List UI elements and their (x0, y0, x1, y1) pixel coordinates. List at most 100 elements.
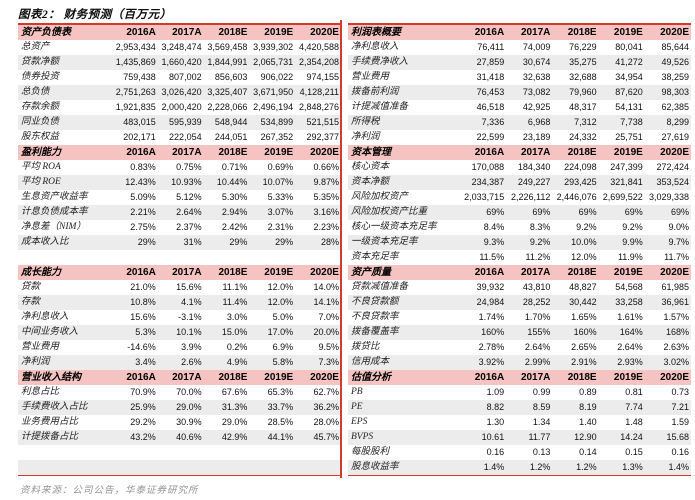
cell-value: 10.0% (571, 237, 597, 247)
cell-value: 807,002 (169, 72, 202, 82)
table-row: 不良贷款额 24,984 28,252 30,442 33,258 36,961 (348, 295, 691, 310)
cell-value: 2,228,066 (207, 102, 248, 112)
cell-value: 73,082 (522, 87, 551, 97)
row-label: 营业费用 (351, 72, 390, 82)
cell-value: 70.0% (176, 387, 202, 397)
row-label: 平均 ROA (21, 162, 61, 172)
cell-value: 5.35% (313, 192, 339, 202)
cell-value: 0.69% (267, 162, 294, 172)
cell-value: 29% (137, 237, 156, 247)
cell-value: 9.0% (668, 222, 690, 232)
year-header: 2019E (613, 27, 643, 38)
section-header-row: 资产负债表 2016A 2017A 2018E 2019E 2020E (18, 25, 341, 40)
row-label: 资本净额 (351, 177, 390, 187)
cell-value: 67.6% (221, 387, 248, 397)
cell-value: 4,128,211 (299, 87, 339, 97)
cell-value: 2.64% (617, 342, 643, 352)
cell-value: 69% (671, 207, 690, 217)
cell-value: 28,252 (522, 297, 551, 307)
cell-value: 293,425 (564, 177, 597, 187)
cell-value: 2,354,208 (298, 57, 339, 67)
cell-value: 267,352 (260, 132, 294, 142)
table-row: 手续费净收入 27,859 30,674 35,275 41,272 49,526 (348, 55, 691, 70)
table-row: PE 8.82 8.59 8.19 7.74 7.21 (348, 400, 691, 415)
cell-value: 36,961 (661, 297, 690, 307)
cell-value: 12.43% (125, 177, 156, 187)
cell-value: 2.37% (176, 222, 202, 232)
table-row: 股东权益 202,171 222,054 244,051 267,352 292,377 (18, 130, 341, 145)
cell-value: 29.0% (176, 402, 202, 412)
cell-value: 2.42% (221, 222, 248, 232)
cell-value: 292,377 (306, 132, 339, 142)
year-header: 2017A (172, 27, 202, 38)
cell-value: 98,303 (661, 87, 690, 97)
cell-value: 5.09% (130, 192, 156, 202)
cell-value: 521,515 (306, 117, 339, 127)
row-label: 所得税 (351, 117, 380, 127)
row-label: EPS (351, 417, 368, 427)
cell-value: 3.4% (135, 357, 156, 367)
row-label: 拨备前利润 (351, 87, 399, 97)
cell-value: 3.07% (267, 207, 294, 217)
row-label: 贷款 (21, 282, 41, 292)
table-row: 每股股利 0.16 0.13 0.14 0.15 0.16 (348, 445, 691, 460)
cell-value: 7.0% (318, 312, 339, 322)
year-header: 2017A (172, 147, 202, 158)
cell-value: 3,569,458 (207, 42, 248, 52)
row-label: 平均 ROE (21, 177, 61, 187)
cell-value: 24,332 (569, 132, 597, 142)
cell-value: 3,029,338 (648, 192, 690, 202)
row-label: 净利润 (21, 357, 50, 367)
cell-value: 11.9% (617, 252, 643, 262)
cell-value: 12.90 (574, 432, 597, 442)
row-label: 不良贷款率 (351, 312, 399, 322)
cell-value: 25,751 (615, 132, 643, 142)
cell-value: 4.1% (181, 297, 202, 307)
cell-value: 9.7% (668, 237, 690, 247)
cell-value: 43.2% (130, 432, 156, 442)
cell-value: 2.99% (524, 357, 551, 367)
cell-value: 8.4% (483, 222, 505, 232)
row-label: 资本充足率 (351, 252, 399, 262)
cell-value: 2,751,263 (115, 87, 156, 97)
cell-value: 9.9% (622, 237, 643, 247)
cell-value: 69% (532, 207, 551, 217)
cell-value: 548,944 (214, 117, 248, 127)
cell-value: 272,424 (656, 162, 690, 172)
cell-value: 2,953,434 (115, 42, 156, 52)
row-label: 手续费收入占比 (21, 402, 88, 412)
cell-value: 2.65% (571, 342, 597, 352)
table-row: 平均 ROE 12.43% 10.93% 10.44% 10.07% 9.87% (18, 175, 341, 190)
table-row: 计息负债成本率 2.21% 2.64% 2.94% 3.07% 3.16% (18, 205, 341, 220)
cell-value: 21.0% (130, 282, 156, 292)
cell-value: 7.74 (625, 402, 643, 412)
row-label: 利息占比 (21, 387, 60, 397)
cell-value: 3.9% (181, 342, 202, 352)
row-label: 不良贷款额 (351, 297, 399, 307)
table-row: 核心一级资本充足率 8.4% 8.3% 9.2% 9.2% 9.0% (348, 220, 691, 235)
table-row: 营业费用 -14.6% 3.9% 0.2% 6.9% 9.5% (18, 340, 341, 355)
cell-value: 1,844,991 (207, 57, 248, 67)
cell-value: 30.9% (176, 417, 202, 427)
cell-value: 29% (229, 237, 248, 247)
table-row: 不良贷款率 1.74% 1.70% 1.65% 1.61% 1.57% (348, 310, 691, 325)
cell-value: 7.21 (671, 402, 690, 412)
cell-value: 28.5% (267, 417, 294, 427)
cell-value: 160% (481, 327, 505, 337)
table-row: 拨备覆盖率 160% 155% 160% 164% 168% (348, 325, 691, 340)
section-title: 盈利能力 (21, 147, 61, 158)
section-title: 资产负债表 (21, 27, 71, 38)
cell-value: 759,438 (123, 72, 156, 82)
cell-value: 483,015 (123, 117, 156, 127)
table-row: 一级资本充足率 9.3% 9.2% 10.0% 9.9% 9.7% (348, 235, 691, 250)
cell-value: 2.64% (176, 207, 202, 217)
cell-value: 0.83% (130, 162, 156, 172)
row-label: 营业费用 (21, 342, 60, 352)
cell-value: 14.0% (313, 282, 339, 292)
cell-value: 3.02% (663, 357, 690, 367)
cell-value: 1,660,420 (161, 57, 202, 67)
cell-value: 1.57% (663, 312, 690, 322)
cell-value: 0.89 (579, 387, 597, 397)
cell-value: 12.0% (571, 252, 597, 262)
cell-value: 9.5% (318, 342, 339, 352)
